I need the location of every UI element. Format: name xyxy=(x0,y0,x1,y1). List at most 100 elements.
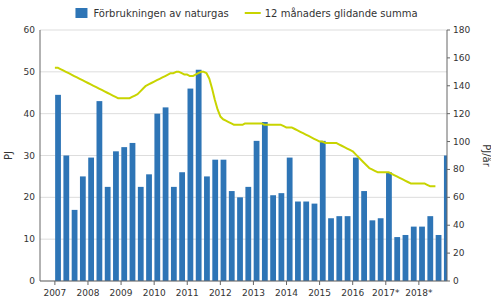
bar xyxy=(303,202,309,281)
y2-tick xyxy=(447,30,450,31)
legend: Förbrukningen av naturgas 12 månaders gli… xyxy=(75,7,417,19)
y-tick-label: 20 xyxy=(24,192,36,202)
bar xyxy=(245,187,251,281)
grid xyxy=(40,30,447,281)
bar xyxy=(221,160,227,281)
bar xyxy=(88,158,94,281)
x-tick xyxy=(385,281,386,285)
x-tick xyxy=(319,281,320,285)
y2-tick-label: 80 xyxy=(453,164,465,174)
y2-tick-label: 40 xyxy=(453,220,465,230)
x-tick-label: 2010 xyxy=(143,288,166,298)
chart: 2007200820092010201120122013201420152016… xyxy=(0,0,491,303)
y2-tick xyxy=(447,281,450,282)
legend-swatch xyxy=(245,12,261,14)
x-tick xyxy=(220,281,221,285)
y-tick-label: 10 xyxy=(24,234,36,244)
bar xyxy=(295,202,301,281)
x-tick-label: 2011 xyxy=(176,288,199,298)
x-tick xyxy=(352,281,353,285)
legend-label: 12 månaders glidande summa xyxy=(265,7,418,19)
bar xyxy=(179,172,185,281)
bar xyxy=(113,151,119,281)
y2-tick xyxy=(447,169,450,170)
bar xyxy=(394,237,400,281)
y-tick-label: 50 xyxy=(24,67,36,77)
bar xyxy=(312,204,318,281)
legend-item: 12 månaders glidande summa xyxy=(245,7,418,19)
legend-swatch xyxy=(75,8,87,18)
bar xyxy=(171,187,177,281)
y-tick-label: 30 xyxy=(24,151,36,161)
bar xyxy=(154,114,160,281)
x-tick-label: 2008 xyxy=(77,288,100,298)
y2-axis-line xyxy=(447,30,448,281)
y2-tick xyxy=(447,225,450,226)
bar xyxy=(146,174,152,281)
x-tick xyxy=(253,281,254,285)
bar xyxy=(270,195,276,281)
y2-tick-label: 180 xyxy=(453,25,470,35)
x-tick-label: 2015 xyxy=(308,288,331,298)
y2-tick xyxy=(447,253,450,254)
y2-tick-label: 60 xyxy=(453,192,465,202)
bar xyxy=(436,235,442,281)
bar xyxy=(163,107,169,281)
y2-tick-label: 120 xyxy=(453,109,470,119)
bar xyxy=(336,216,342,281)
bar xyxy=(55,95,61,281)
bar xyxy=(130,143,136,281)
bar xyxy=(138,187,144,281)
bar xyxy=(212,160,218,281)
x-tick-label: 2016 xyxy=(341,288,364,298)
bar xyxy=(287,158,293,281)
y2-tick-label: 20 xyxy=(453,248,465,258)
bar xyxy=(419,227,425,281)
bar xyxy=(72,210,78,281)
bar xyxy=(196,70,202,281)
y2-tick xyxy=(447,113,450,114)
bar xyxy=(320,141,326,281)
y2-tick-label: 140 xyxy=(453,81,470,91)
bar xyxy=(187,89,193,281)
x-tick-label: 2017* xyxy=(372,288,400,298)
bar xyxy=(278,193,284,281)
bar xyxy=(361,191,367,281)
grid-line xyxy=(40,71,447,72)
bar xyxy=(254,141,260,281)
bar xyxy=(204,176,210,281)
bar xyxy=(229,191,235,281)
y-axis-line xyxy=(40,30,41,281)
x-tick-label: 2013 xyxy=(242,288,265,298)
x-tick xyxy=(154,281,155,285)
y-tick-label: 0 xyxy=(29,276,35,286)
bar xyxy=(80,176,86,281)
bar xyxy=(403,235,409,281)
y2-tick xyxy=(447,57,450,58)
bars xyxy=(55,70,447,281)
x-tick-label: 2018* xyxy=(405,288,433,298)
x-tick xyxy=(54,281,55,285)
legend-item: Förbrukningen av naturgas xyxy=(75,8,228,19)
grid-line xyxy=(40,30,447,31)
bar xyxy=(369,220,375,281)
y-tick-label: 60 xyxy=(24,25,36,35)
bar xyxy=(411,227,417,281)
axes: 2007200820092010201120122013201420152016… xyxy=(24,25,471,298)
bar xyxy=(328,218,334,281)
bar xyxy=(345,216,351,281)
bar xyxy=(262,122,268,281)
x-tick-label: 2014 xyxy=(275,288,298,298)
x-tick-label: 2012 xyxy=(209,288,232,298)
bar xyxy=(237,197,243,281)
line xyxy=(55,68,436,187)
x-tick xyxy=(187,281,188,285)
y2-tick-label: 0 xyxy=(453,276,459,286)
x-tick xyxy=(418,281,419,285)
x-tick-label: 2009 xyxy=(110,288,133,298)
y2-tick-label: 100 xyxy=(453,137,470,147)
y-tick-label: 40 xyxy=(24,109,36,119)
bar xyxy=(353,158,359,281)
bar xyxy=(121,147,127,281)
bar xyxy=(378,218,384,281)
